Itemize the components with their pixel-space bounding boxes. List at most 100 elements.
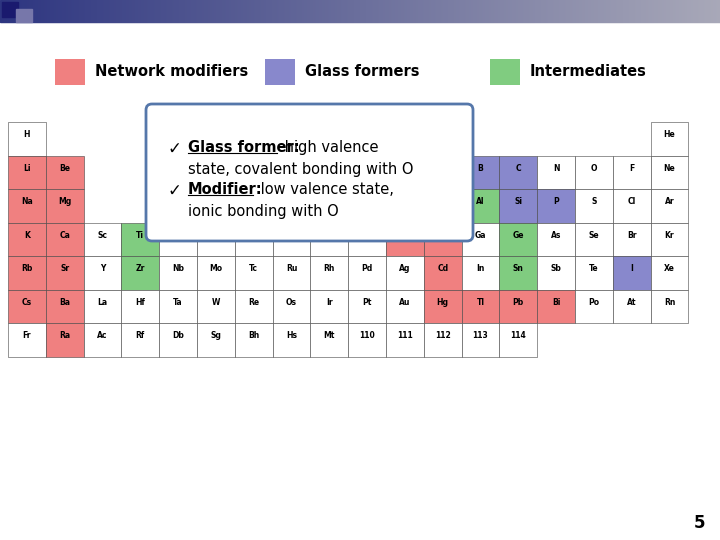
Bar xyxy=(475,0,476,22)
Bar xyxy=(82,0,83,22)
Bar xyxy=(50,0,51,22)
Bar xyxy=(500,323,537,356)
Bar xyxy=(48,0,49,22)
Bar xyxy=(437,0,438,22)
Bar xyxy=(41,0,42,22)
Bar xyxy=(503,0,504,22)
Bar xyxy=(269,0,270,22)
Bar xyxy=(169,0,170,22)
Bar xyxy=(642,0,643,22)
Text: Te: Te xyxy=(589,264,599,273)
Bar xyxy=(406,0,407,22)
Bar xyxy=(392,0,393,22)
Bar xyxy=(588,0,589,22)
Bar xyxy=(369,0,370,22)
Bar xyxy=(149,0,150,22)
Bar xyxy=(111,0,112,22)
Bar xyxy=(30,0,31,22)
Text: Db: Db xyxy=(172,331,184,340)
Text: O: O xyxy=(590,164,597,173)
Text: Zr: Zr xyxy=(135,264,145,273)
Bar xyxy=(372,0,373,22)
Bar xyxy=(489,0,490,22)
Bar xyxy=(182,0,183,22)
Bar xyxy=(607,0,608,22)
Text: Al: Al xyxy=(476,197,485,206)
Bar xyxy=(343,0,344,22)
Bar xyxy=(330,0,331,22)
Bar xyxy=(363,0,364,22)
Bar xyxy=(535,0,536,22)
Bar xyxy=(151,0,152,22)
Bar xyxy=(611,0,612,22)
Bar xyxy=(271,0,272,22)
Bar xyxy=(84,0,85,22)
Bar xyxy=(362,0,363,22)
Bar xyxy=(240,0,241,22)
Bar xyxy=(428,0,429,22)
Bar xyxy=(12,0,13,22)
Bar xyxy=(486,0,487,22)
Bar xyxy=(483,0,484,22)
Bar xyxy=(575,256,613,289)
Bar xyxy=(239,0,240,22)
Text: Ba: Ba xyxy=(59,298,70,307)
Bar xyxy=(436,0,437,22)
Bar xyxy=(22,0,23,22)
Bar xyxy=(715,0,716,22)
Bar xyxy=(323,0,324,22)
Bar xyxy=(412,0,413,22)
Bar xyxy=(159,289,197,323)
Bar xyxy=(697,0,698,22)
Bar xyxy=(183,0,184,22)
Bar xyxy=(537,256,575,289)
Bar xyxy=(496,0,497,22)
Text: Intermediates: Intermediates xyxy=(530,64,647,79)
Text: Glass formers: Glass formers xyxy=(305,64,420,79)
Bar xyxy=(602,0,603,22)
Bar xyxy=(398,0,399,22)
Bar xyxy=(481,0,482,22)
Bar xyxy=(56,0,57,22)
Bar xyxy=(122,323,159,356)
Bar xyxy=(374,0,375,22)
Text: Co: Co xyxy=(324,231,335,240)
Bar xyxy=(329,0,330,22)
Text: Cl: Cl xyxy=(628,197,636,206)
Bar xyxy=(673,0,674,22)
Bar xyxy=(115,0,116,22)
Bar xyxy=(252,0,253,22)
Bar xyxy=(161,0,162,22)
Bar xyxy=(445,0,446,22)
Bar xyxy=(655,0,656,22)
Bar xyxy=(592,0,593,22)
Bar xyxy=(224,0,225,22)
Bar xyxy=(632,0,633,22)
Text: Nb: Nb xyxy=(172,264,184,273)
Bar xyxy=(138,0,139,22)
Bar xyxy=(119,0,120,22)
Bar xyxy=(310,289,348,323)
Bar xyxy=(560,0,561,22)
Bar xyxy=(423,0,424,22)
Bar xyxy=(164,0,165,22)
Bar xyxy=(422,0,423,22)
Text: Re: Re xyxy=(248,298,259,307)
Bar xyxy=(440,0,441,22)
Bar xyxy=(137,0,138,22)
Bar xyxy=(409,0,410,22)
Bar xyxy=(424,0,425,22)
Bar xyxy=(669,0,670,22)
Bar xyxy=(8,156,46,189)
Bar xyxy=(216,0,217,22)
Bar xyxy=(46,189,84,222)
Bar xyxy=(121,0,122,22)
Bar xyxy=(386,222,424,256)
Bar xyxy=(189,0,190,22)
Bar xyxy=(666,0,667,22)
Bar xyxy=(685,0,686,22)
Bar xyxy=(55,59,85,85)
Bar xyxy=(215,0,216,22)
Bar xyxy=(77,0,78,22)
Bar xyxy=(136,0,137,22)
